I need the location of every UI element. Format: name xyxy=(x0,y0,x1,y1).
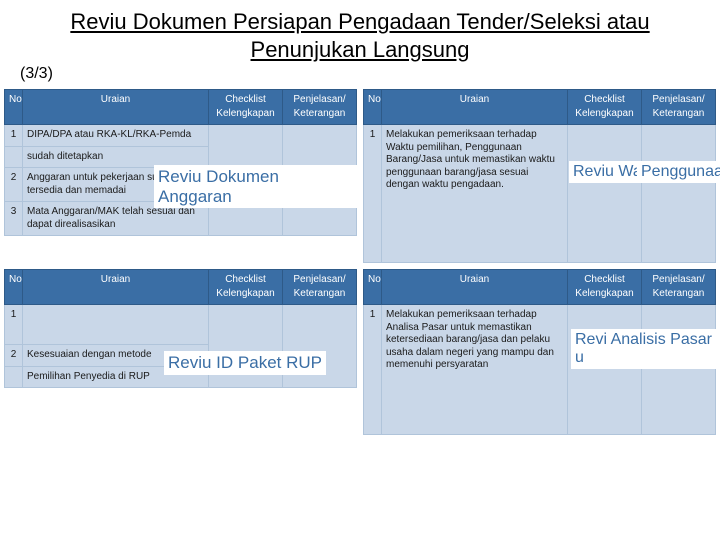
th-checklist: Checklist Kelengkapan xyxy=(209,90,283,125)
th-no: No xyxy=(364,270,382,305)
panel-pasar: No Uraian Checklist Kelengkapan Penjelas… xyxy=(363,269,716,435)
table-row: 1 DIPA/DPA atau RKA-KL/RKA-Pemda xyxy=(5,125,357,147)
th-penjelasan: Penjelasan/ Keterangan xyxy=(283,270,357,305)
th-penjelasan: Penjelasan/ Keterangan xyxy=(642,90,716,125)
table-pasar: No Uraian Checklist Kelengkapan Penjelas… xyxy=(363,269,716,435)
th-uraian: Uraian xyxy=(382,90,568,125)
th-checklist: Checklist Kelengkapan xyxy=(568,90,642,125)
table-row: 1 xyxy=(5,305,357,345)
table-rup: No Uraian Checklist Kelengkapan Penjelas… xyxy=(4,269,357,388)
panel-rup: No Uraian Checklist Kelengkapan Penjelas… xyxy=(4,269,357,435)
th-uraian: Uraian xyxy=(382,270,568,305)
page-pager: (3/3) xyxy=(0,63,720,89)
table-anggaran: No Uraian Checklist Kelengkapan Penjelas… xyxy=(4,89,357,236)
panel-waktu: No Uraian Checklist Kelengkapan Penjelas… xyxy=(363,89,716,263)
th-no: No xyxy=(364,90,382,125)
table-row: 1 Melakukan pemeriksaan terhadap Waktu p… xyxy=(364,125,716,263)
table-row: 1 Melakukan pemeriksaan terhadap Analisa… xyxy=(364,305,716,435)
th-uraian: Uraian xyxy=(23,90,209,125)
th-no: No xyxy=(5,270,23,305)
row-bottom: No Uraian Checklist Kelengkapan Penjelas… xyxy=(0,269,720,435)
th-checklist: Checklist Kelengkapan xyxy=(209,270,283,305)
panel-anggaran: No Uraian Checklist Kelengkapan Penjelas… xyxy=(4,89,357,263)
th-penjelasan: Penjelasan/ Keterangan xyxy=(283,90,357,125)
page-title: Reviu Dokumen Persiapan Pengadaan Tender… xyxy=(0,0,720,63)
th-uraian: Uraian xyxy=(23,270,209,305)
th-penjelasan: Penjelasan/ Keterangan xyxy=(642,270,716,305)
th-checklist: Checklist Kelengkapan xyxy=(568,270,642,305)
table-waktu: No Uraian Checklist Kelengkapan Penjelas… xyxy=(363,89,716,263)
th-no: No xyxy=(5,90,23,125)
row-top: No Uraian Checklist Kelengkapan Penjelas… xyxy=(0,89,720,263)
